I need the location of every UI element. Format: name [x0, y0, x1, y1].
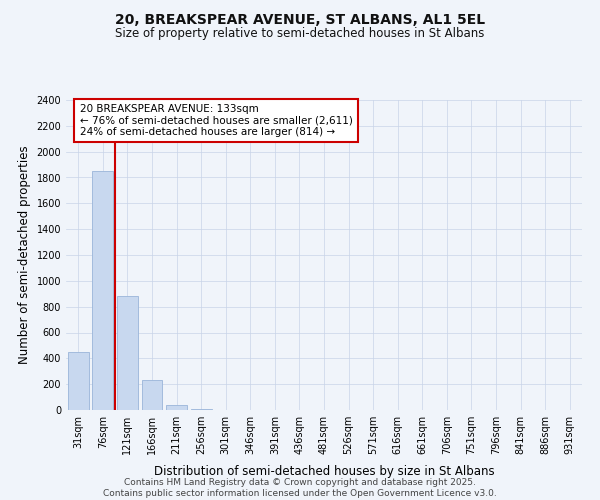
Bar	[166, 405, 187, 410]
Bar	[92, 171, 113, 410]
Bar	[68, 352, 89, 410]
Text: 20 BREAKSPEAR AVENUE: 133sqm
← 76% of semi-detached houses are smaller (2,611)
2: 20 BREAKSPEAR AVENUE: 133sqm ← 76% of se…	[80, 104, 352, 137]
Text: Contains HM Land Registry data © Crown copyright and database right 2025.
Contai: Contains HM Land Registry data © Crown c…	[103, 478, 497, 498]
Y-axis label: Number of semi-detached properties: Number of semi-detached properties	[18, 146, 31, 364]
X-axis label: Distribution of semi-detached houses by size in St Albans: Distribution of semi-detached houses by …	[154, 466, 494, 478]
Bar	[142, 380, 163, 410]
Text: Size of property relative to semi-detached houses in St Albans: Size of property relative to semi-detach…	[115, 28, 485, 40]
Text: 20, BREAKSPEAR AVENUE, ST ALBANS, AL1 5EL: 20, BREAKSPEAR AVENUE, ST ALBANS, AL1 5E…	[115, 12, 485, 26]
Bar	[117, 296, 138, 410]
